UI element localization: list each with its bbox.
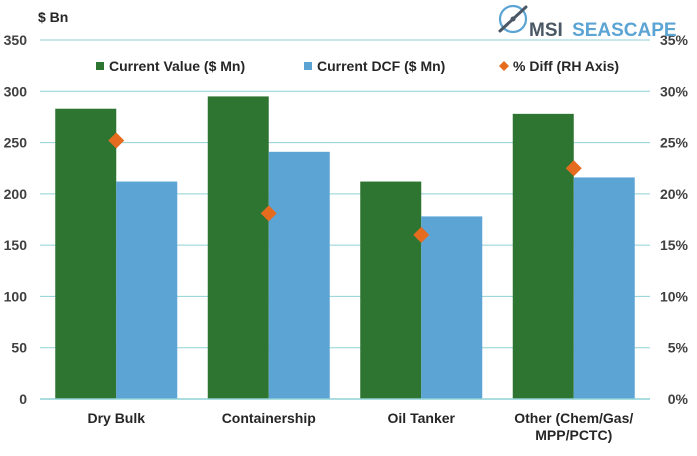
bar: [512, 113, 574, 399]
y-tick-label: 250: [4, 135, 28, 151]
x-category-label: MPP/PCTC): [535, 427, 612, 443]
x-category-label: Containership: [222, 410, 316, 426]
legend-swatch: [96, 62, 104, 70]
y-tick-label: 200: [4, 186, 28, 202]
bar: [421, 216, 483, 399]
compass-icon: [498, 4, 528, 34]
bar: [207, 96, 269, 400]
bar: [55, 108, 117, 400]
logo-suffix: SEASCAPE: [572, 20, 677, 41]
y-tick-label: 150: [4, 237, 28, 253]
x-category-label: Oil Tanker: [388, 410, 456, 426]
y2-tick-label: 30%: [660, 83, 689, 99]
y2-tick-label: 15%: [660, 237, 689, 253]
legend-label: Current DCF ($ Mn): [317, 58, 445, 74]
y2-tick-label: 25%: [660, 135, 689, 151]
diff-marker: [108, 132, 125, 149]
legend-swatch: [499, 61, 509, 71]
diff-marker: [565, 160, 582, 177]
legend-label: % Diff (RH Axis): [513, 58, 619, 74]
bar: [360, 181, 422, 399]
logo-prefix: MSI: [529, 20, 563, 41]
bar: [573, 177, 635, 399]
y2-tick-label: 10%: [660, 288, 689, 304]
diff-marker: [260, 205, 277, 222]
x-category-label: Dry Bulk: [87, 410, 145, 426]
legend: Current Value ($ Mn) Current DCF ($ Mn) % …: [96, 58, 619, 74]
y-tick-label: 350: [4, 32, 28, 48]
diff-marker: [413, 226, 430, 243]
y-tick-label: 300: [4, 83, 28, 99]
y2-tick-label: 35%: [660, 32, 689, 48]
bar: [116, 181, 178, 399]
y2-tick-label: 20%: [660, 186, 689, 202]
bars: [55, 96, 635, 400]
legend-swatch: [304, 62, 312, 70]
legend-label: Current Value ($ Mn): [109, 58, 245, 74]
y-tick-label: 50: [11, 340, 27, 356]
diff-markers: [108, 132, 582, 243]
y2-tick-label: 5%: [668, 340, 689, 356]
x-category-label: Other (Chem/Gas/: [514, 410, 633, 426]
logo-text: MSI SEASCAPE: [529, 20, 677, 41]
bar: [268, 151, 330, 399]
msi-seascape-logo: MSI SEASCAPE: [498, 4, 677, 41]
y-tick-label: 0: [19, 391, 27, 407]
axes: 0 50 100 150 200 250 300 350 0% 5% 10% 15% 20% 25% 30%…: [4, 32, 689, 443]
y-tick-label: 100: [4, 288, 28, 304]
y2-tick-label: 0%: [668, 391, 689, 407]
y-axis-unit-label: $ Bn: [38, 9, 68, 25]
